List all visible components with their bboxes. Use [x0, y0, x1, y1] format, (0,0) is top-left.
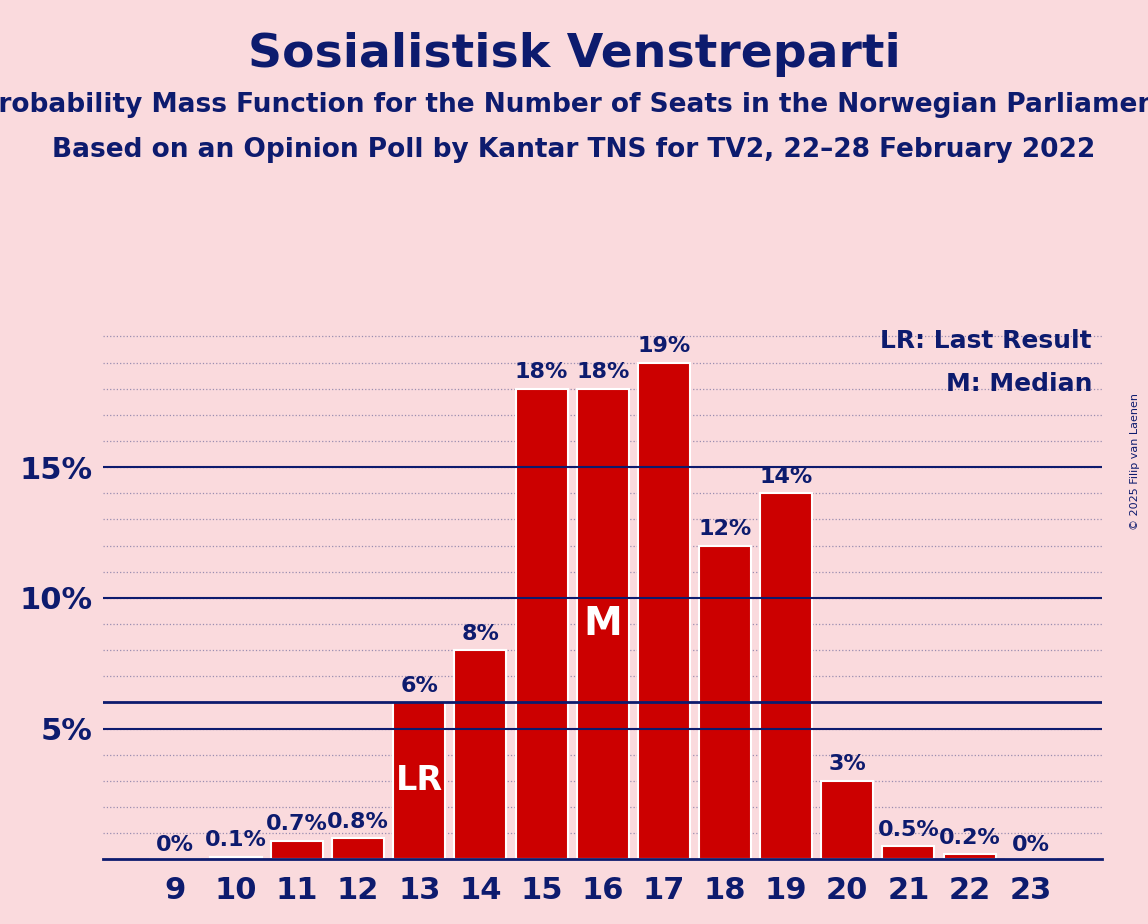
Bar: [699, 545, 751, 859]
Text: 18%: 18%: [576, 362, 629, 383]
Text: 19%: 19%: [637, 336, 690, 356]
Text: 8%: 8%: [461, 624, 499, 644]
Text: Based on an Opinion Poll by Kantar TNS for TV2, 22–28 February 2022: Based on an Opinion Poll by Kantar TNS f…: [53, 137, 1095, 163]
Text: LR: LR: [396, 764, 443, 797]
Bar: [271, 841, 323, 859]
Bar: [760, 493, 812, 859]
Text: 0.8%: 0.8%: [327, 812, 389, 832]
Bar: [210, 857, 262, 859]
Bar: [821, 781, 874, 859]
Text: Sosialistisk Venstreparti: Sosialistisk Venstreparti: [248, 32, 900, 78]
Bar: [332, 838, 385, 859]
Text: 18%: 18%: [514, 362, 568, 383]
Text: LR: Last Result: LR: Last Result: [881, 329, 1092, 353]
Text: 6%: 6%: [401, 676, 439, 696]
Text: Probability Mass Function for the Number of Seats in the Norwegian Parliament: Probability Mass Function for the Number…: [0, 92, 1148, 118]
Bar: [638, 362, 690, 859]
Bar: [394, 702, 445, 859]
Bar: [883, 846, 934, 859]
Text: 0.5%: 0.5%: [877, 820, 939, 840]
Text: 14%: 14%: [760, 467, 813, 487]
Text: © 2025 Filip van Laenen: © 2025 Filip van Laenen: [1130, 394, 1140, 530]
Text: 0.2%: 0.2%: [939, 828, 1000, 847]
Text: 0.1%: 0.1%: [204, 830, 266, 850]
Text: M: M: [583, 605, 622, 643]
Text: 0%: 0%: [1011, 835, 1049, 856]
Text: M: Median: M: Median: [946, 371, 1092, 395]
Bar: [455, 650, 506, 859]
Bar: [515, 389, 567, 859]
Text: 0.7%: 0.7%: [266, 814, 328, 834]
Text: 3%: 3%: [829, 754, 866, 774]
Bar: [576, 389, 629, 859]
Text: 0%: 0%: [156, 835, 194, 856]
Bar: [944, 854, 995, 859]
Text: 12%: 12%: [698, 519, 752, 539]
